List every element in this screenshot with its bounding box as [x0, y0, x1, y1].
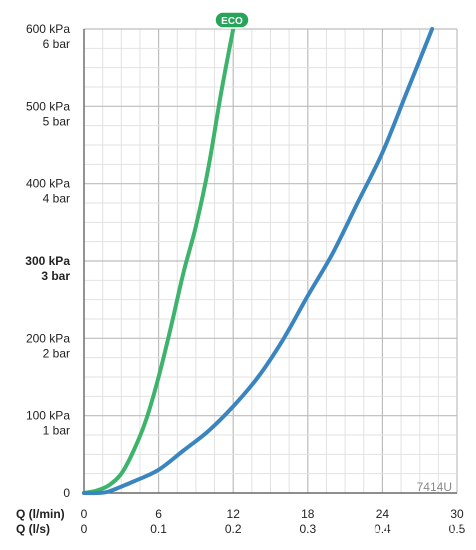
eco-badge: ECO	[214, 11, 250, 29]
y-tick-label-bar: 5 bar	[43, 114, 70, 128]
x-tick-label-lmin: 18	[301, 507, 315, 521]
x-tick-label-ls: 0	[81, 522, 88, 536]
eco-badge-label: ECO	[221, 16, 243, 27]
x-tick-label-ls: 0.1	[150, 522, 167, 536]
y-tick-label-kpa: 600 kPa	[26, 22, 70, 36]
y-tick-label-kpa: 300 kPa	[25, 254, 70, 268]
x-tick-label-ls: 0.3	[299, 522, 316, 536]
chart-grid	[83, 28, 458, 494]
x-tick-label-lmin: 24	[376, 507, 390, 521]
y-tick-label-kpa: 200 kPa	[26, 331, 70, 345]
y-tick-label-kpa: 400 kPa	[26, 177, 70, 191]
x-tick-label-ls: 0.2	[225, 522, 242, 536]
x-tick-label-lmin: 30	[450, 507, 464, 521]
x-tick-label-ls: 0.4	[374, 522, 391, 536]
y-tick-label-kpa: 500 kPa	[26, 99, 70, 113]
x-tick-label-lmin: 12	[227, 507, 241, 521]
series-line-eco	[82, 27, 236, 495]
series-line-standard	[82, 27, 435, 496]
y-tick-label-kpa: 0	[63, 486, 70, 500]
x-axis-label-ls: Q (l/s)	[16, 522, 50, 536]
chart-series	[82, 27, 435, 496]
chart-axes	[83, 29, 457, 494]
y-tick-label-bar: 2 bar	[43, 346, 70, 360]
x-tick-label-lmin: 6	[155, 507, 162, 521]
model-code: 7414U	[417, 480, 452, 494]
x-tick-label-lmin: 0	[81, 507, 88, 521]
y-tick-label-bar: 1 bar	[43, 424, 70, 438]
x-tick-label-ls: 0.5	[449, 522, 466, 536]
y-tick-label-bar: 3 bar	[41, 269, 70, 283]
watermark-text: multicom.by	[354, 515, 472, 537]
y-tick-label-bar: 6 bar	[43, 37, 70, 51]
y-tick-label-bar: 4 bar	[43, 192, 70, 206]
y-tick-label-kpa: 100 kPa	[26, 409, 70, 423]
x-axis-label-lmin: Q (l/min)	[16, 507, 65, 521]
